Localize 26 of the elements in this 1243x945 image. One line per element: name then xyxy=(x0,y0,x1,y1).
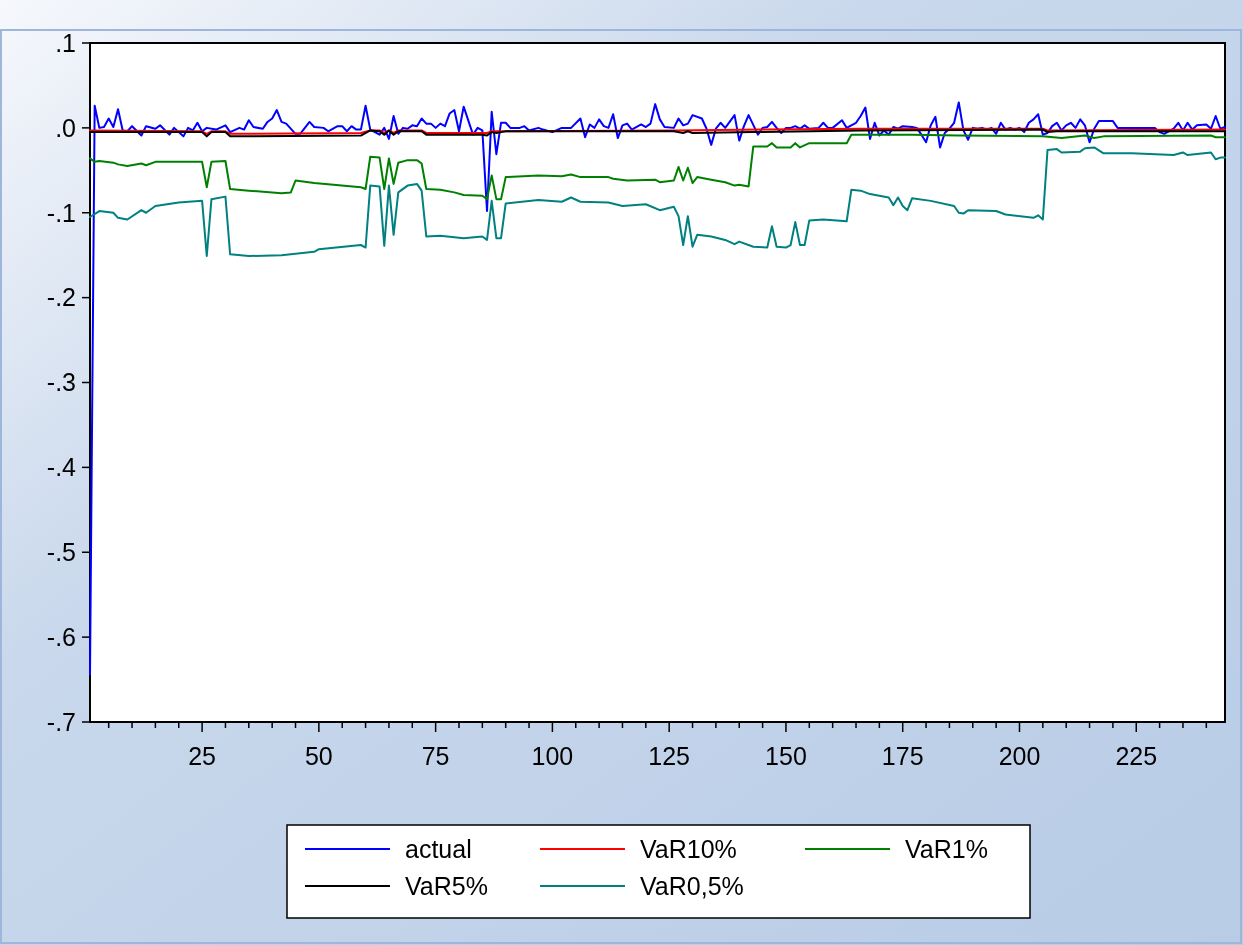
y-tick-label: -.2 xyxy=(46,283,76,312)
x-tick-label: 50 xyxy=(304,742,333,770)
legend-label: VaR10% xyxy=(640,834,737,863)
x-tick-label: 75 xyxy=(421,742,450,770)
y-tick-label: -.6 xyxy=(46,622,76,651)
y-tick-label: -.3 xyxy=(46,368,76,397)
line-series xyxy=(89,101,1226,676)
x-tick-label: 125 xyxy=(648,742,691,770)
legend-label: VaR5% xyxy=(405,871,488,900)
line-series xyxy=(89,146,1226,258)
x-tick-label: 100 xyxy=(531,742,574,770)
x-tick-label: 175 xyxy=(881,742,924,770)
legend-label: actual xyxy=(405,834,472,863)
y-tick-label: .1 xyxy=(55,28,76,57)
x-tick-label: 200 xyxy=(998,742,1041,770)
y-tick-label: .0 xyxy=(55,113,76,142)
legend-label: VaR0,5% xyxy=(640,871,744,900)
x-tick-label: 225 xyxy=(1115,742,1158,770)
x-tick-label: 25 xyxy=(188,742,217,770)
line-series xyxy=(89,133,1226,201)
legend-label: VaR1% xyxy=(905,834,988,863)
y-tick-label: -.7 xyxy=(46,707,76,736)
y-tick-label: -.1 xyxy=(46,198,76,227)
x-tick-label: 150 xyxy=(765,742,807,770)
y-tick-label: -.5 xyxy=(46,538,76,566)
y-tick-label: -.4 xyxy=(46,453,77,482)
